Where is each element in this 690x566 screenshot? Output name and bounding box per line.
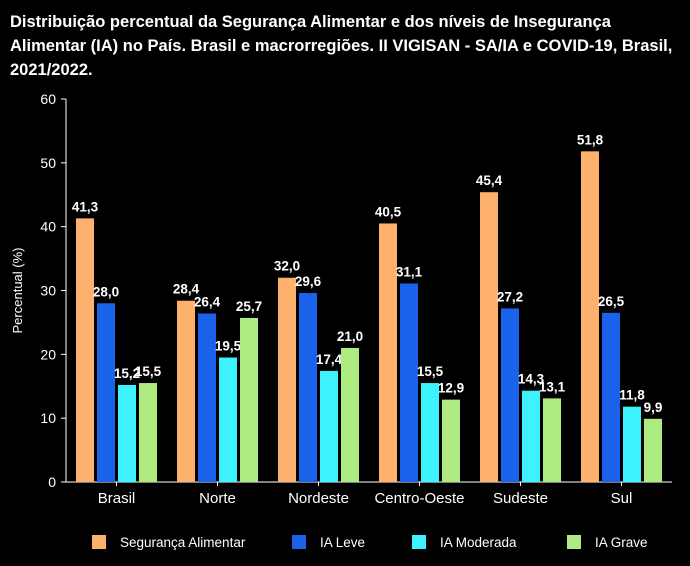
data-label: 15,2 — [114, 366, 140, 381]
y-tick-label: 50 — [40, 155, 56, 171]
data-label: 31,1 — [396, 264, 423, 279]
bar — [623, 406, 641, 482]
legend-swatch — [567, 535, 581, 549]
bar — [278, 277, 296, 482]
bar — [219, 357, 237, 482]
bar — [139, 383, 157, 482]
data-label: 32,0 — [274, 259, 300, 274]
data-label: 29,6 — [295, 274, 322, 289]
x-tick-label: Nordeste — [288, 490, 349, 507]
bar — [341, 347, 359, 482]
bar — [379, 223, 397, 482]
x-tick-label: Norte — [199, 490, 236, 507]
y-tick-label: 60 — [40, 91, 56, 107]
data-label: 11,8 — [619, 388, 645, 403]
bar — [480, 192, 498, 483]
data-label: 27,2 — [497, 289, 523, 304]
data-label: 28,0 — [93, 284, 119, 299]
x-tick-label: Brasil — [98, 490, 136, 507]
data-label: 14,3 — [518, 372, 545, 387]
bar — [97, 303, 115, 482]
bar — [198, 313, 216, 482]
data-label: 15,5 — [135, 364, 162, 379]
chart-title: Distribuição percentual da Segurança Ali… — [10, 13, 673, 79]
x-tick-label: Sul — [611, 490, 633, 507]
bar — [442, 399, 460, 482]
bar — [522, 390, 540, 482]
bar — [644, 418, 662, 482]
data-label: 21,0 — [337, 329, 363, 344]
legend-label: IA Leve — [320, 535, 365, 550]
data-label: 15,5 — [417, 364, 444, 379]
data-label: 28,4 — [173, 282, 200, 297]
x-tick-label: Sudeste — [493, 490, 548, 507]
data-label: 40,5 — [375, 204, 402, 219]
data-label: 17,4 — [316, 352, 343, 367]
data-label: 9,9 — [644, 400, 663, 415]
bar — [421, 383, 439, 482]
y-tick-label: 10 — [40, 410, 56, 426]
bar — [299, 293, 317, 482]
y-axis-title: Percentual (%) — [10, 248, 25, 334]
legend-swatch — [92, 535, 106, 549]
bar — [400, 283, 418, 482]
y-tick-label: 0 — [48, 474, 56, 490]
y-tick-label: 20 — [40, 346, 56, 362]
bar — [177, 300, 195, 482]
data-label: 51,8 — [577, 132, 604, 147]
bar — [602, 312, 620, 482]
legend-label: IA Grave — [595, 535, 648, 550]
data-label: 26,5 — [598, 294, 625, 309]
data-label: 12,9 — [438, 381, 464, 396]
legend-label: Segurança Alimentar — [120, 535, 246, 550]
bar — [76, 218, 94, 482]
data-label: 13,1 — [539, 379, 566, 394]
x-tick-label: Centro-Oeste — [374, 490, 464, 507]
data-label: 19,5 — [215, 339, 242, 354]
bar — [581, 151, 599, 483]
legend-swatch — [412, 535, 426, 549]
legend-label: IA Moderada — [440, 535, 517, 550]
data-label: 25,7 — [236, 299, 262, 314]
data-label: 26,4 — [194, 294, 221, 309]
bar — [543, 398, 561, 482]
y-tick-label: 40 — [40, 219, 56, 235]
data-label: 45,4 — [476, 173, 503, 188]
bar — [118, 384, 136, 482]
bar — [320, 370, 338, 482]
y-tick-label: 30 — [40, 283, 56, 299]
bar — [501, 308, 519, 482]
bar — [240, 317, 258, 482]
legend-swatch — [292, 535, 306, 549]
data-label: 41,3 — [72, 199, 99, 214]
